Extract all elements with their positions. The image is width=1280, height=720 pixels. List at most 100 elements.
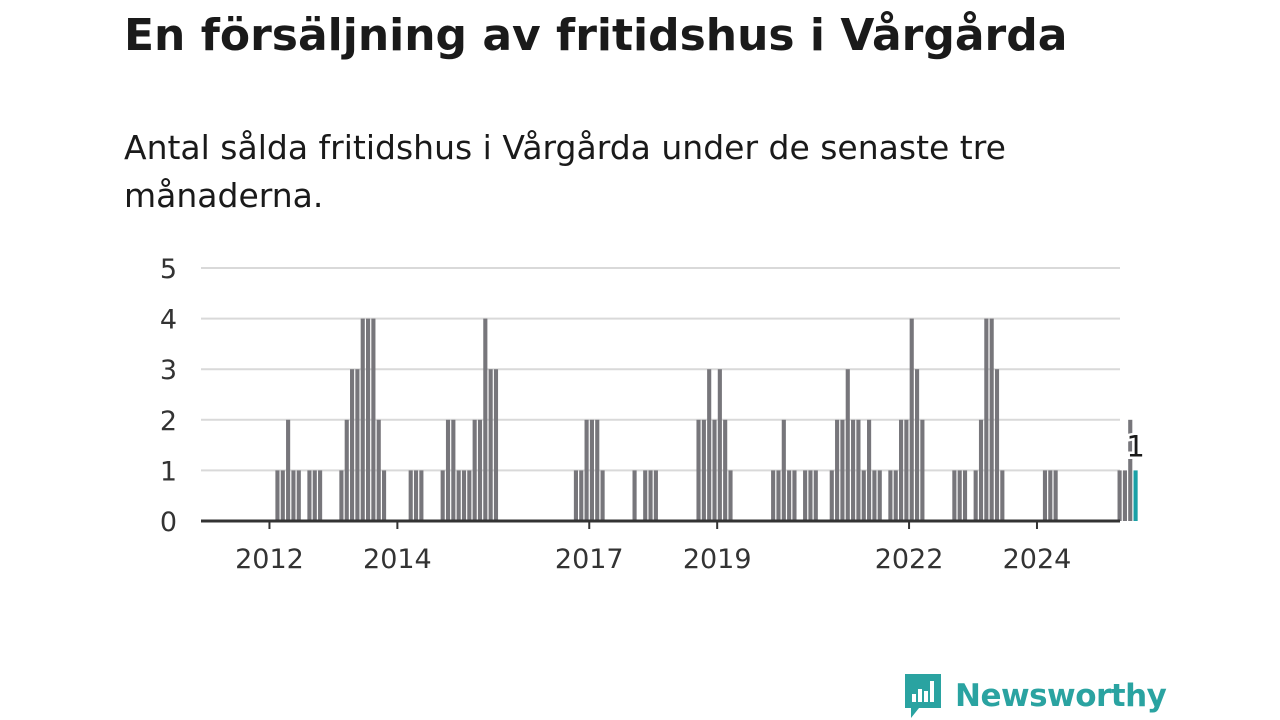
bar xyxy=(291,470,296,521)
bar xyxy=(957,470,962,521)
bar xyxy=(1053,470,1058,521)
y-tick-label: 0 xyxy=(160,507,177,538)
x-tick-label: 2019 xyxy=(683,544,752,575)
bar xyxy=(1128,419,1133,521)
bar xyxy=(456,470,461,521)
bar xyxy=(648,470,653,521)
bar xyxy=(952,470,957,521)
bar xyxy=(355,369,360,521)
chart-subtitle: Antal sålda fritidshus i Vårgårda under … xyxy=(124,128,1006,215)
bar xyxy=(877,470,882,521)
bar xyxy=(1042,470,1048,521)
bar xyxy=(723,419,728,521)
x-tick-label: 2017 xyxy=(555,544,624,575)
bar xyxy=(813,470,818,521)
bar xyxy=(1048,470,1053,521)
bar xyxy=(920,419,925,521)
x-tick-label: 2024 xyxy=(1003,544,1072,575)
bar xyxy=(350,369,355,521)
bar xyxy=(771,470,776,521)
bar xyxy=(840,419,845,521)
bar xyxy=(493,369,499,521)
bar xyxy=(845,369,850,521)
bar xyxy=(712,419,717,521)
y-tick-label: 5 xyxy=(160,254,177,285)
highlight-data-label: 1 xyxy=(1126,429,1144,463)
bar xyxy=(483,318,488,521)
bar xyxy=(994,369,1000,521)
bar xyxy=(803,470,808,521)
bar xyxy=(366,318,371,521)
bar xyxy=(589,419,594,521)
bar xyxy=(888,470,893,521)
bar xyxy=(872,470,877,521)
bar xyxy=(904,419,909,521)
bar xyxy=(595,419,600,521)
x-axis-ticks: 2012 2014 2017 2019 2022 2024 xyxy=(235,521,1071,575)
bar xyxy=(339,470,344,521)
bar xyxy=(440,470,445,521)
bar xyxy=(579,470,584,521)
bar xyxy=(867,419,872,521)
brand-name: Newsworthy xyxy=(955,678,1167,714)
y-tick-label: 3 xyxy=(160,355,177,386)
bar xyxy=(318,470,323,521)
bar xyxy=(893,470,898,521)
y-tick-label: 1 xyxy=(160,456,177,487)
bar xyxy=(275,470,280,521)
bar xyxy=(344,419,349,521)
bar xyxy=(808,470,813,521)
bar xyxy=(781,419,786,521)
bar xyxy=(573,470,578,521)
bar xyxy=(467,470,472,521)
bar xyxy=(973,470,978,521)
bar xyxy=(451,419,456,521)
bar xyxy=(717,369,722,521)
bar xyxy=(909,318,914,521)
bar xyxy=(792,470,797,521)
bar xyxy=(861,470,866,521)
bar xyxy=(829,470,834,521)
y-tick-label: 2 xyxy=(160,406,177,437)
bar xyxy=(701,419,706,521)
bar xyxy=(360,318,365,521)
bar xyxy=(851,419,856,521)
bar xyxy=(787,470,792,521)
x-tick-label: 2012 xyxy=(235,544,304,575)
bar xyxy=(653,470,658,521)
bar xyxy=(413,470,419,521)
bar xyxy=(1122,470,1127,521)
bars xyxy=(275,318,1138,521)
bar xyxy=(1117,470,1122,521)
x-tick-label: 2014 xyxy=(363,544,432,575)
bar xyxy=(632,470,637,521)
bar xyxy=(312,470,317,521)
bar-highlight xyxy=(1133,470,1138,521)
bar xyxy=(643,470,648,521)
bar xyxy=(899,419,904,521)
bar xyxy=(728,470,733,521)
bar xyxy=(307,470,312,521)
newsworthy-logo: Newsworthy xyxy=(903,672,1167,720)
x-tick-label: 2022 xyxy=(875,544,944,575)
bar xyxy=(381,470,387,521)
bar xyxy=(696,419,701,521)
bar xyxy=(914,369,920,521)
bar xyxy=(461,470,467,521)
bar xyxy=(371,318,376,521)
y-axis-ticks: 0 1 2 3 4 5 xyxy=(160,254,177,538)
bar xyxy=(835,419,840,521)
bar xyxy=(600,470,605,521)
bar xyxy=(488,369,493,521)
bar xyxy=(477,419,483,521)
bar xyxy=(419,470,424,521)
bar xyxy=(584,419,589,521)
bar xyxy=(984,318,989,521)
chart-title: En försäljning av fritidshus i Vårgårda xyxy=(124,10,1068,61)
bar xyxy=(445,419,451,521)
bar xyxy=(989,318,994,521)
y-tick-label: 4 xyxy=(160,305,177,336)
bar xyxy=(376,419,381,521)
bar xyxy=(776,470,781,521)
